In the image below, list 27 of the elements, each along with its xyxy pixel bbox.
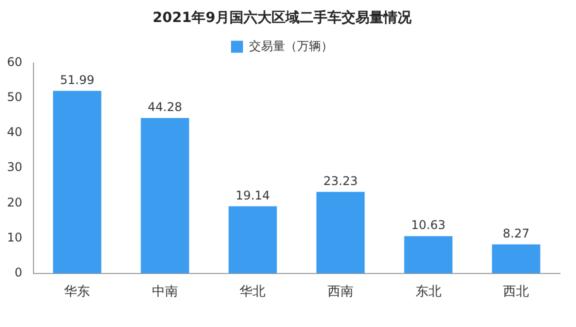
y-tick-label: 0 [14, 266, 22, 280]
bar [53, 90, 102, 274]
data-label: 51.99 [60, 73, 94, 88]
bar [316, 192, 365, 274]
bar [492, 244, 540, 274]
bar [140, 118, 190, 274]
x-tick-label: 中南 [152, 284, 178, 300]
data-label: 8.27 [502, 226, 530, 240]
data-label: 19.14 [236, 188, 270, 202]
y-tick-label: 50 [6, 90, 22, 104]
chart-title: 2021年9月国六大区域二手车交易量情况 [152, 9, 412, 26]
data-label: 44.28 [148, 100, 182, 114]
y-tick-label: 30 [6, 160, 22, 174]
data-label: 23.23 [323, 174, 358, 188]
bar [404, 236, 452, 274]
x-tick-label: 华北 [240, 284, 266, 300]
legend-label: 交易量（万辆） [249, 38, 333, 53]
data-label: 10.63 [411, 218, 446, 232]
x-tick-label: 华东 [64, 284, 90, 300]
y-tick-label: 10 [6, 230, 22, 244]
bar [228, 206, 277, 274]
y-tick-label: 60 [6, 54, 22, 69]
x-tick-label: 西北 [503, 284, 530, 300]
y-tick-label: 20 [6, 195, 22, 210]
x-tick-label: 西南 [328, 284, 354, 300]
y-tick-label: 40 [6, 125, 22, 140]
x-tick-label: 东北 [415, 284, 442, 300]
